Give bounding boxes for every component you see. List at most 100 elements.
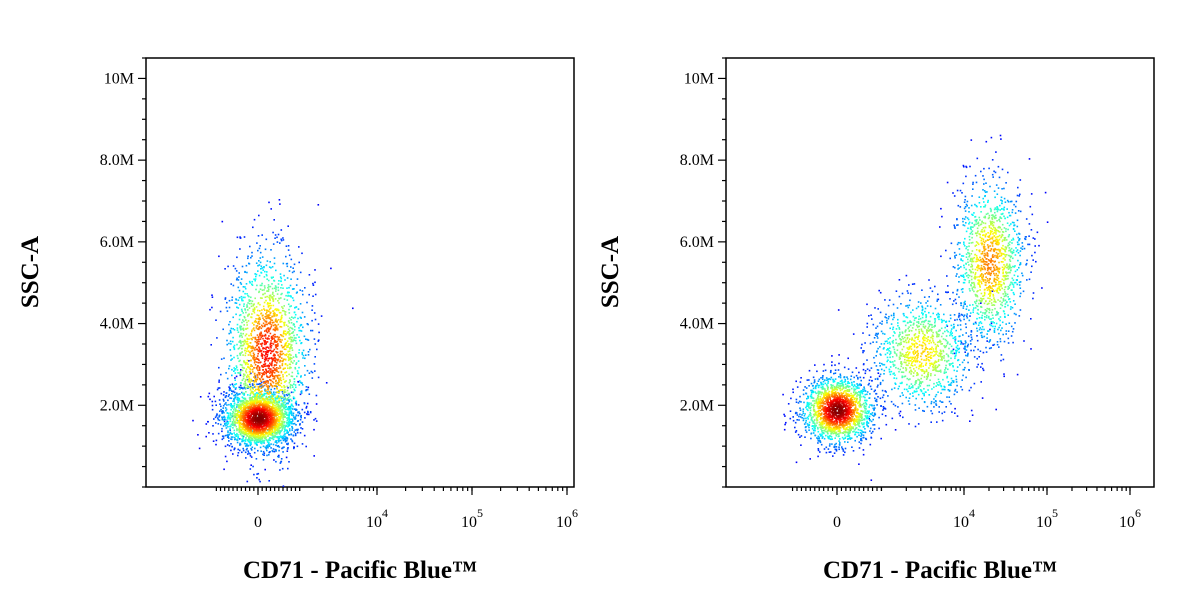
event-point (228, 440, 230, 442)
event-point (245, 319, 247, 321)
event-point (881, 413, 884, 416)
event-point (273, 417, 276, 419)
event-point (224, 407, 227, 409)
event-point (279, 462, 282, 464)
event-point (264, 270, 266, 273)
event-point (273, 387, 276, 390)
event-point (304, 365, 306, 367)
event-point (269, 327, 272, 330)
event-point (271, 359, 274, 361)
event-point (257, 249, 259, 252)
event-point (965, 341, 967, 344)
event-point (240, 426, 243, 428)
event-point (285, 429, 288, 431)
event-point (309, 348, 311, 351)
event-point (291, 336, 293, 339)
event-point (274, 405, 276, 407)
event-point (274, 298, 277, 300)
event-point (814, 364, 816, 366)
event-point (215, 439, 218, 442)
event-point (971, 338, 973, 341)
event-point (941, 412, 943, 415)
event-point (293, 337, 296, 339)
event-point (330, 267, 332, 270)
event-point (287, 350, 289, 353)
event-point (279, 439, 282, 442)
event-point (279, 469, 281, 471)
event-point (962, 217, 964, 220)
event-point (275, 314, 278, 317)
event-point (974, 321, 977, 324)
event-point (250, 434, 253, 437)
event-point (948, 400, 951, 403)
event-point (989, 340, 991, 342)
event-point (270, 398, 272, 401)
event-point (263, 420, 265, 422)
y-tick-label: 8.0M (100, 152, 134, 169)
event-point (274, 344, 277, 347)
event-point (265, 446, 268, 449)
event-point (953, 393, 956, 396)
event-point (964, 340, 967, 342)
event-point (278, 427, 281, 429)
event-point (306, 301, 308, 304)
event-point (279, 427, 282, 429)
event-point (282, 439, 285, 442)
event-point (237, 411, 239, 414)
event-point (246, 340, 249, 343)
event-point (234, 377, 236, 379)
event-point (888, 299, 891, 301)
event-point (266, 386, 269, 389)
event-point (256, 444, 258, 446)
event-point (233, 386, 235, 388)
event-point (248, 334, 250, 337)
event-point (220, 373, 222, 376)
event-point (265, 369, 267, 371)
event-point (263, 335, 266, 337)
event-point (230, 425, 232, 428)
event-point (298, 336, 300, 338)
event-point (247, 314, 249, 316)
event-point (236, 343, 238, 346)
event-point (957, 316, 960, 318)
event-point (250, 364, 252, 366)
event-point (263, 428, 266, 431)
event-point (258, 478, 260, 481)
event-point (280, 297, 282, 299)
event-point (256, 405, 258, 408)
event-point (972, 183, 974, 185)
event-point (1015, 313, 1017, 316)
event-point (965, 376, 967, 379)
event-point (280, 238, 282, 241)
event-point (250, 437, 252, 439)
event-point (862, 449, 865, 451)
event-point (282, 374, 284, 376)
event-point (787, 403, 790, 405)
event-point (253, 329, 256, 332)
event-point (288, 408, 291, 411)
event-point (293, 383, 295, 385)
event-point (269, 409, 272, 411)
event-point (264, 337, 267, 339)
event-point (834, 369, 837, 371)
event-point (271, 277, 273, 279)
event-point (798, 419, 800, 421)
event-point (872, 430, 874, 433)
event-point (238, 372, 240, 374)
event-point (281, 437, 284, 440)
event-point (1021, 245, 1024, 248)
event-point (281, 353, 283, 356)
event-point (282, 407, 285, 409)
event-point (268, 328, 271, 331)
event-point (839, 373, 842, 376)
event-point (266, 439, 269, 442)
event-point (243, 439, 245, 442)
event-point (243, 373, 245, 375)
event-point (297, 380, 299, 383)
event-point (813, 379, 816, 381)
event-point (246, 293, 248, 295)
event-point (894, 404, 897, 407)
event-point (254, 447, 256, 450)
event-point (256, 341, 259, 343)
event-point (833, 445, 836, 448)
